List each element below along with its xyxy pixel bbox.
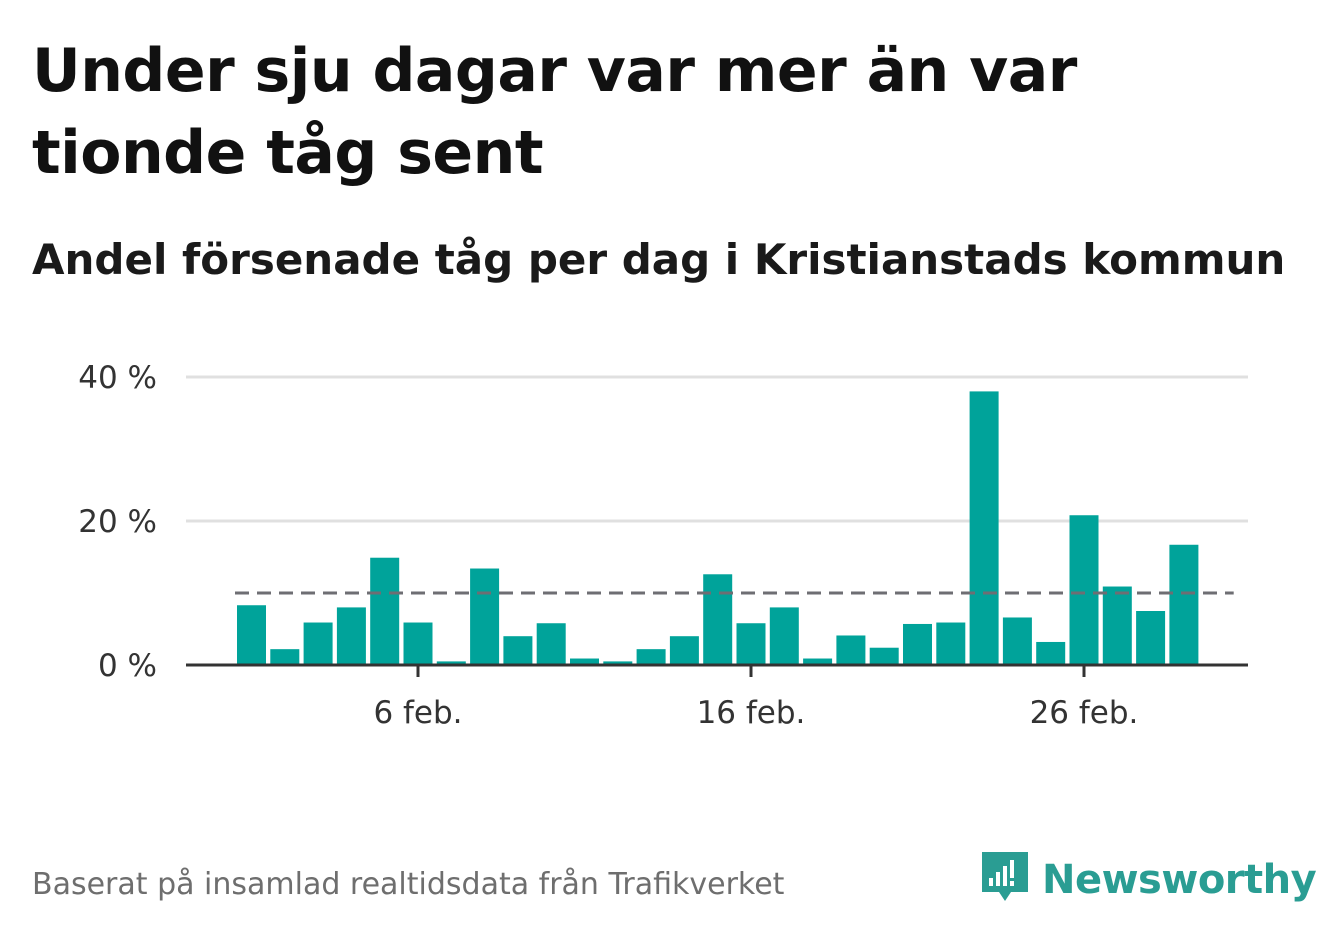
bar-chart: 0 % 20 % 40 % 6 feb. 16 feb. 26 feb. <box>78 360 1248 731</box>
bar <box>936 622 966 665</box>
bar <box>636 649 666 665</box>
bar <box>1136 611 1166 665</box>
bar <box>803 658 833 665</box>
bar <box>237 605 266 665</box>
grid-lines <box>186 375 1248 523</box>
bar <box>1036 641 1066 665</box>
bar <box>1002 617 1032 665</box>
y-tick-label: 0 % <box>98 648 157 684</box>
bar <box>370 557 400 665</box>
x-tick-label: 16 feb. <box>697 695 806 731</box>
newsworthy-logo-icon <box>982 852 1028 901</box>
chart-subtitle: Andel försenade tåg per dag i Kristianst… <box>32 235 1286 284</box>
x-tick-label: 26 feb. <box>1030 695 1139 731</box>
bar <box>969 391 999 665</box>
bar <box>669 636 699 665</box>
bar <box>1102 586 1132 665</box>
bar <box>570 658 599 665</box>
chart-title: Under sju dagar var mer än var tionde tå… <box>32 36 1077 188</box>
brand-name: Newsworthy <box>1042 857 1317 903</box>
axes: 0 % 20 % 40 % 6 feb. 16 feb. 26 feb. <box>78 360 1248 731</box>
y-tick-label: 20 % <box>78 504 157 540</box>
bar <box>836 635 866 665</box>
x-tick-label: 6 feb. <box>373 695 462 731</box>
bar <box>536 623 566 665</box>
bar <box>603 661 633 665</box>
brand-logo[interactable]: Newsworthy <box>980 848 1317 912</box>
bar <box>303 622 333 665</box>
bar <box>403 622 433 665</box>
bars <box>237 391 1199 665</box>
source-note: Baserat på insamlad realtidsdata från Tr… <box>32 867 785 902</box>
y-tick-label: 40 % <box>78 360 157 396</box>
bar <box>470 568 500 665</box>
bar <box>270 649 300 665</box>
bar <box>703 574 733 665</box>
bar <box>1069 515 1099 665</box>
bar <box>1169 544 1199 665</box>
bar <box>503 636 533 665</box>
bar <box>336 607 366 665</box>
bar <box>436 661 466 665</box>
bar <box>769 607 799 665</box>
bar <box>736 623 766 665</box>
bar <box>869 647 899 665</box>
bar <box>903 623 932 665</box>
